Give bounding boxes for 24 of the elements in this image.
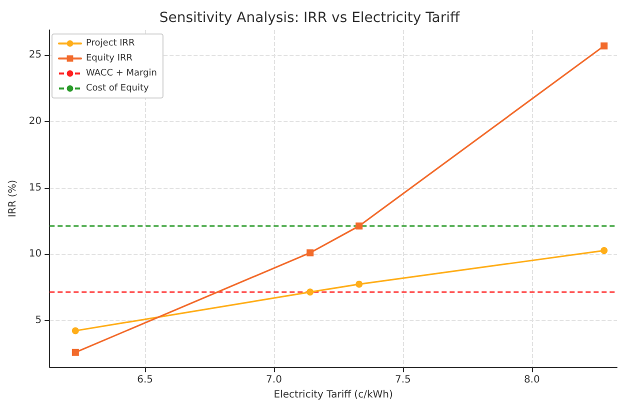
- point: [600, 247, 608, 254]
- y-axis-title: IRR (%): [8, 180, 18, 218]
- x-tick-label: 6.5: [137, 374, 153, 386]
- point: [72, 348, 79, 356]
- point: [356, 222, 363, 230]
- point: [600, 42, 608, 50]
- x-tick-label: 7.5: [394, 374, 411, 386]
- chart-title: Sensitivity Analysis: IRR vs Electricity Tariff: [159, 10, 460, 26]
- point: [306, 249, 314, 256]
- legend-label: WACC + Margin: [86, 68, 157, 78]
- y-tick-label: 5: [35, 314, 42, 326]
- point: [306, 288, 314, 296]
- y-tick-label: 25: [28, 50, 42, 61]
- y-tick-label: 20: [28, 116, 42, 127]
- point: [356, 280, 363, 288]
- legend-label: Equity IRR: [86, 54, 132, 64]
- y-tick-label: 10: [28, 248, 42, 260]
- point: [72, 327, 79, 334]
- x-tick-label: 8.0: [524, 374, 540, 386]
- y-tick-label: 15: [28, 182, 42, 194]
- x-tick-label: 7.0: [266, 374, 282, 386]
- legend-label: Cost of Equity: [86, 84, 150, 94]
- legend-label: Project IRR: [86, 38, 135, 48]
- x-axis-title: Electricity Tariff (c/kWh): [274, 390, 393, 400]
